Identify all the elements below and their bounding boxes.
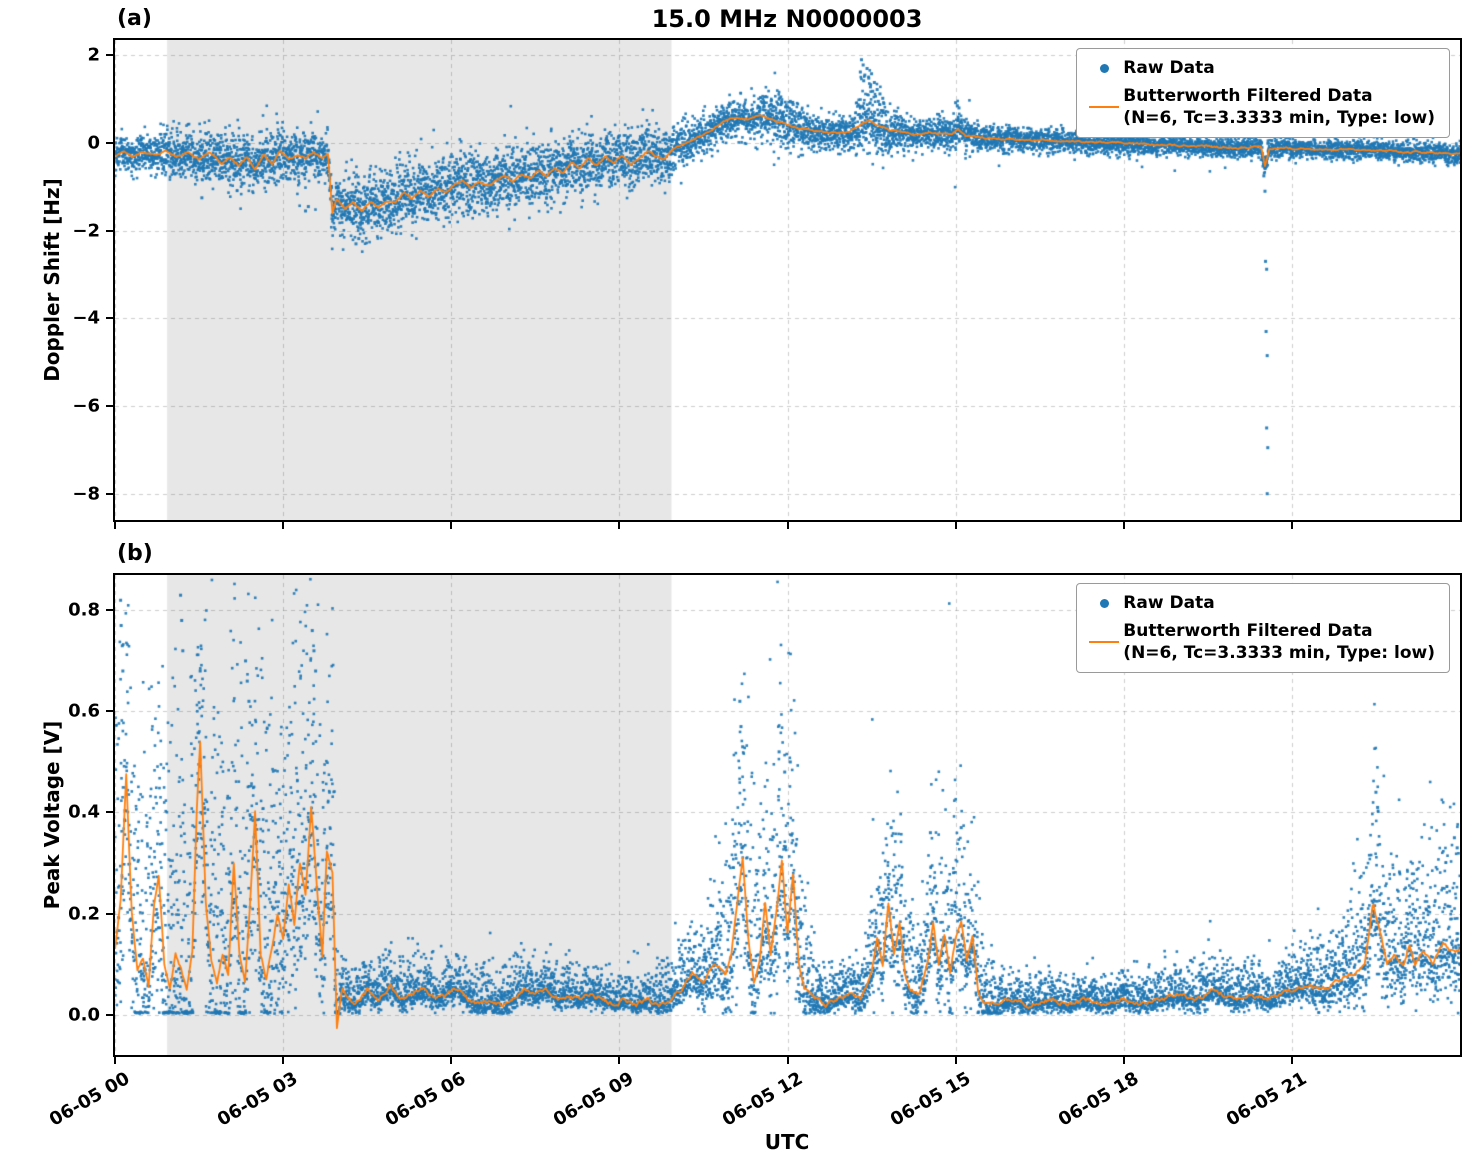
y-tick-mark xyxy=(106,405,113,408)
raw-data-dot-icon xyxy=(1085,63,1123,73)
y-tick-label: −2 xyxy=(72,220,100,242)
x-tick-mark xyxy=(282,522,285,529)
x-tick-label: 06-05 21 xyxy=(1222,1068,1311,1131)
x-tick-label: 06-05 09 xyxy=(550,1068,638,1131)
y-tick-mark xyxy=(106,229,113,232)
x-tick-mark xyxy=(114,522,116,529)
panel-a-label: (a) xyxy=(117,6,152,31)
x-tick-mark xyxy=(450,522,453,529)
legend-filtered-params: (N=6, Tc=3.3333 min, Type: low) xyxy=(1123,643,1435,664)
legend-filtered-label: Butterworth Filtered Data (N=6, Tc=3.333… xyxy=(1123,85,1435,129)
y-tick-label: 0 xyxy=(87,132,100,154)
x-tick-mark xyxy=(1290,522,1293,529)
y-tick-mark xyxy=(106,317,113,320)
y-tick-label: 0.8 xyxy=(68,599,100,621)
legend-filtered-label: Butterworth Filtered Data (N=6, Tc=3.333… xyxy=(1123,620,1435,664)
y-tick-label: 0.6 xyxy=(68,700,100,722)
x-tick-mark xyxy=(450,1057,453,1064)
x-tick-mark xyxy=(1122,1057,1125,1064)
y-tick-label: 0.2 xyxy=(68,903,100,925)
panel-b-legend: Raw Data Butterworth Filtered Data (N=6,… xyxy=(1076,583,1450,674)
y-tick-label: −4 xyxy=(72,307,100,329)
legend-entry-filtered-data: Butterworth Filtered Data (N=6, Tc=3.333… xyxy=(1085,620,1435,664)
legend-entry-raw-data: Raw Data xyxy=(1085,57,1435,79)
x-tick-mark xyxy=(786,522,789,529)
x-axis-label: UTC xyxy=(764,1130,810,1154)
y-tick-label: 0.4 xyxy=(68,801,100,823)
y-tick-label: −8 xyxy=(72,483,100,505)
y-tick-mark xyxy=(106,142,113,144)
legend-filtered-name: Butterworth Filtered Data xyxy=(1123,86,1373,107)
x-tick-mark xyxy=(114,1057,116,1064)
y-tick-mark xyxy=(106,710,113,713)
y-tick-mark xyxy=(106,54,113,57)
x-tick-label: 06-05 15 xyxy=(886,1068,975,1131)
x-tick-mark xyxy=(786,1057,789,1064)
y-tick-label: −6 xyxy=(72,395,100,417)
y-tick-label: 0.0 xyxy=(68,1004,100,1026)
x-tick-mark xyxy=(954,1057,957,1064)
legend-entry-raw-data: Raw Data xyxy=(1085,592,1435,614)
y-tick-mark xyxy=(106,912,113,915)
x-tick-mark xyxy=(618,1057,621,1064)
y-tick-mark xyxy=(106,811,113,814)
x-tick-mark xyxy=(618,522,621,529)
filtered-line-icon xyxy=(1085,641,1123,644)
legend-filtered-name: Butterworth Filtered Data xyxy=(1123,621,1373,642)
raw-data-dot-icon xyxy=(1085,598,1123,608)
legend-filtered-params: (N=6, Tc=3.3333 min, Type: low) xyxy=(1123,108,1435,129)
filtered-line-icon xyxy=(1085,106,1123,109)
x-tick-label: 06-05 18 xyxy=(1054,1068,1143,1131)
panel-b-label: (b) xyxy=(117,541,153,566)
x-tick-label: 06-05 03 xyxy=(214,1068,302,1131)
x-tick-mark xyxy=(1290,1057,1293,1064)
legend-raw-label: Raw Data xyxy=(1123,593,1215,613)
panel-a-plot-area: Raw Data Butterworth Filtered Data (N=6,… xyxy=(113,38,1462,522)
x-tick-label: 06-05 12 xyxy=(718,1068,806,1131)
x-tick-mark xyxy=(282,1057,285,1064)
y-tick-label: 2 xyxy=(87,44,100,66)
panel-a-legend: Raw Data Butterworth Filtered Data (N=6,… xyxy=(1076,48,1450,139)
legend-raw-label: Raw Data xyxy=(1123,58,1215,78)
y-tick-mark xyxy=(106,1013,113,1016)
panel-a-ylabel: Doppler Shift [Hz] xyxy=(40,178,64,382)
panel-b-plot-area: Raw Data Butterworth Filtered Data (N=6,… xyxy=(113,573,1462,1057)
x-tick-label: 06-05 00 xyxy=(46,1068,134,1131)
chart-title: 15.0 MHz N0000003 xyxy=(651,5,923,33)
x-tick-label: 06-05 06 xyxy=(382,1068,470,1131)
x-tick-mark xyxy=(1122,522,1125,529)
legend-entry-filtered-data: Butterworth Filtered Data (N=6, Tc=3.333… xyxy=(1085,85,1435,129)
x-tick-mark xyxy=(954,522,957,529)
y-tick-mark xyxy=(106,609,113,612)
y-tick-mark xyxy=(106,492,113,495)
